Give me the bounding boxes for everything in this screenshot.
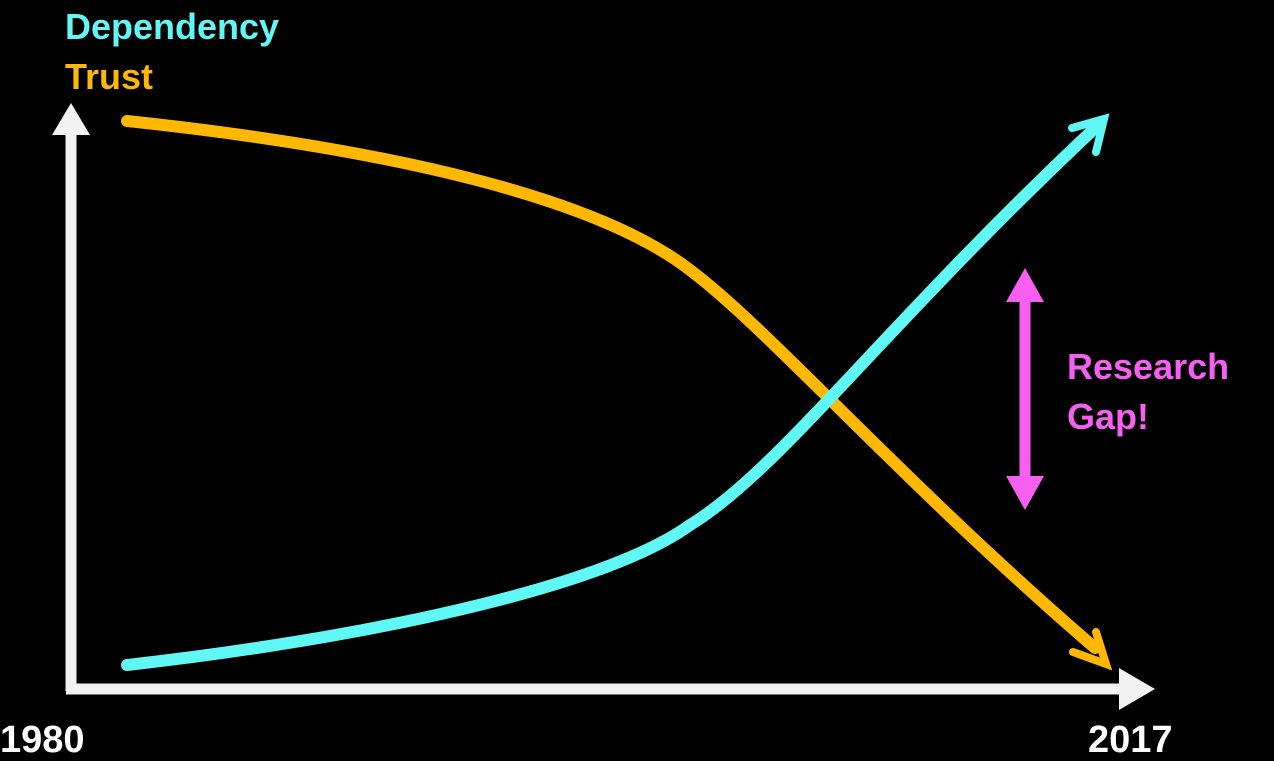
dependency-legend-label: Dependency <box>65 6 279 47</box>
trust-curve <box>121 115 1113 671</box>
axes <box>52 103 1155 710</box>
trust-curve-line <box>121 115 1101 654</box>
trust-curve-arrowhead <box>1069 628 1113 671</box>
y-axis-arrowhead <box>52 103 90 135</box>
research-gap-label-line2: Gap! <box>1067 396 1149 437</box>
gap-arrow-top-head <box>1006 268 1044 302</box>
dependency-curve-line <box>121 122 1101 671</box>
research-gap-arrow <box>1006 268 1044 510</box>
research-gap-label-line1: Research <box>1067 346 1229 387</box>
gap-arrow-bottom-head <box>1006 476 1044 510</box>
dependency-curve <box>121 113 1110 671</box>
dependency-curve-arrowhead <box>1068 113 1110 156</box>
trust-legend-label: Trust <box>65 56 153 97</box>
start-year-label: 1980 <box>0 719 85 761</box>
x-axis-arrowhead <box>1119 668 1155 710</box>
end-year-label: 2017 <box>1088 719 1173 761</box>
